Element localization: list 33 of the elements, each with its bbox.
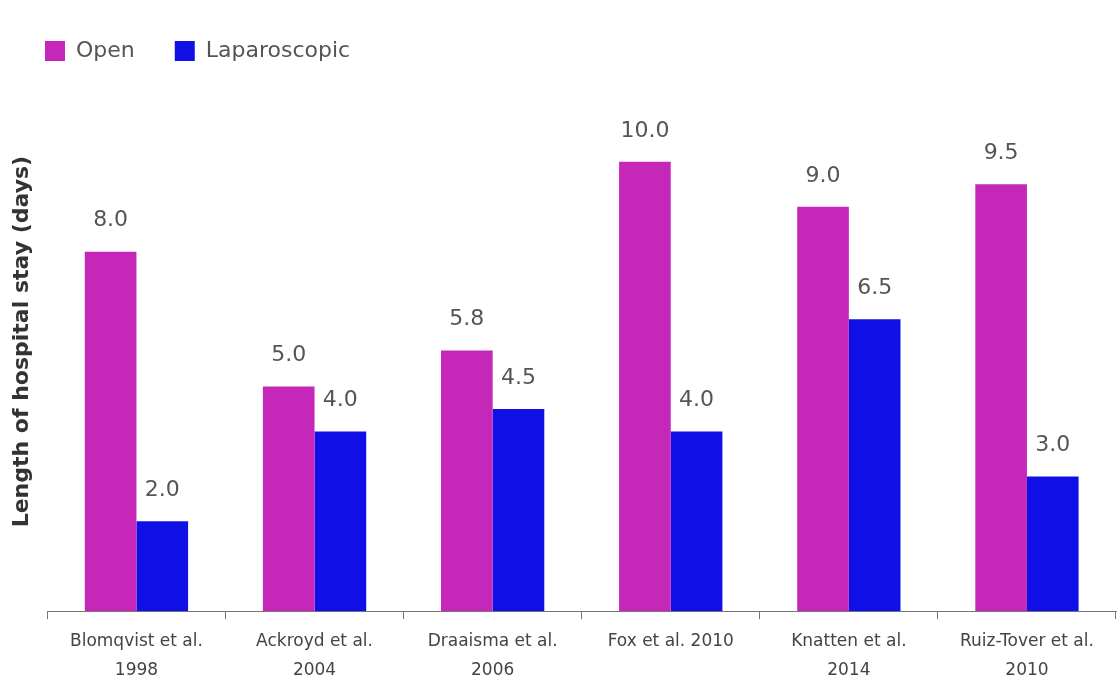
bar: [670, 431, 723, 612]
data-label: 5.0: [271, 341, 307, 367]
data-label: 2.0: [144, 476, 180, 502]
x-tick-label: Draaisma et al. 2006: [427, 630, 558, 679]
bar: [975, 184, 1027, 612]
x-tick-label: Ackroyd et al. 2004: [256, 630, 373, 679]
bar: [441, 350, 493, 612]
bar: [84, 251, 137, 612]
data-label: 9.5: [983, 139, 1019, 165]
x-tick-label: Fox et al. 2010: [607, 630, 734, 651]
data-label: 8.0: [93, 206, 129, 232]
bar: [797, 206, 849, 612]
y-axis-title: Length of hospital stay (days): [7, 155, 33, 528]
data-label: 10.0: [620, 116, 670, 142]
legend-label: Open: [76, 36, 135, 62]
bar: [136, 521, 189, 612]
x-tick-label: Knatten et al. 2014: [791, 630, 907, 679]
data-label: 4.5: [500, 363, 536, 389]
x-tick-label: Blomqvist et al. 1998: [69, 630, 203, 679]
data-label: 4.0: [679, 386, 715, 412]
bar: [262, 386, 315, 612]
data-label: 5.8: [449, 305, 485, 331]
data-label: 3.0: [1035, 431, 1071, 457]
bar: [492, 409, 545, 612]
data-label: 6.5: [857, 273, 893, 299]
bar: [619, 161, 671, 612]
bar: [314, 431, 367, 612]
bar: [848, 319, 901, 612]
data-label: 9.0: [805, 161, 841, 187]
data-label: 4.0: [322, 386, 358, 412]
x-tick-label: Ruiz-Tover et al. 2010: [959, 630, 1094, 679]
legend-label: Laparoscopic: [205, 36, 351, 62]
bar: [1026, 476, 1079, 612]
